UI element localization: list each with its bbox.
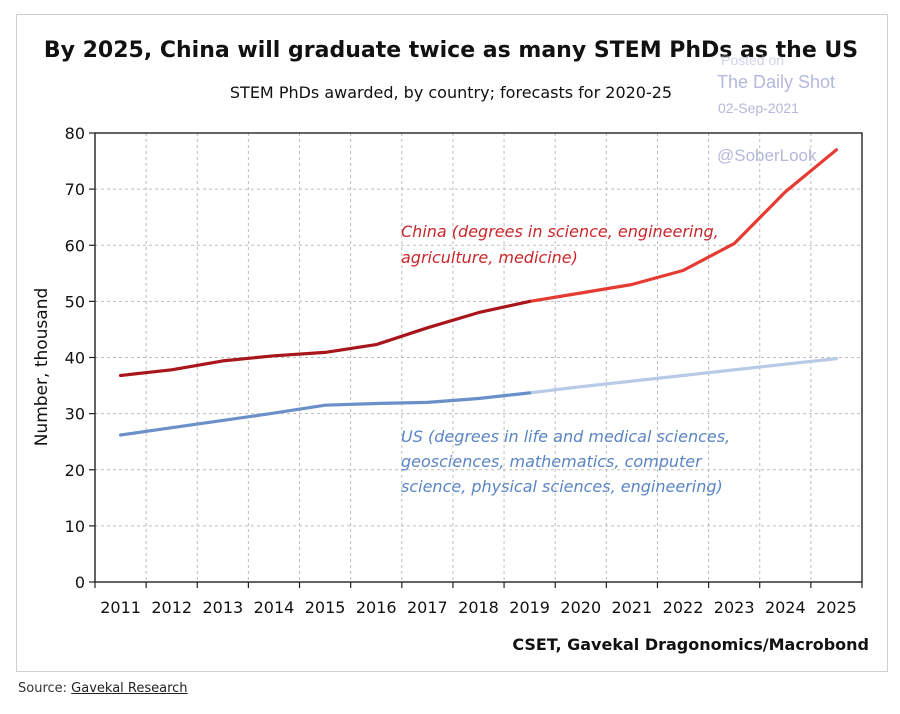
chart-title: By 2025, China will graduate twice as ma… <box>44 38 858 63</box>
y-tick-label-50: 50 <box>65 292 85 311</box>
source-prefix: Source: <box>18 681 72 696</box>
x-tick-label-2011: 2011 <box>100 598 141 617</box>
y-tick-label-0: 0 <box>75 573 85 592</box>
y-tick-label-30: 30 <box>65 405 85 424</box>
watermark-posted-on: Posted on <box>721 52 784 68</box>
x-tick-label-2024: 2024 <box>765 598 806 617</box>
x-tick-label-2018: 2018 <box>458 598 499 617</box>
y-axis-label: Number, thousand <box>32 288 52 447</box>
x-tick-label-2012: 2012 <box>151 598 192 617</box>
watermark-publication: The Daily Shot <box>717 72 835 92</box>
plot-area: 0 10 20 30 40 50 60 70 80 2011 2012 2013 2014 2015 201… <box>65 124 863 617</box>
watermark-handle: @SoberLook <box>717 146 817 165</box>
series-1-actual-line <box>119 391 532 437</box>
watermark-date: 02-Sep-2021 <box>718 100 799 116</box>
x-tick-label-2023: 2023 <box>714 598 755 617</box>
y-tick-label-10: 10 <box>65 517 85 536</box>
china-annotation-line-1: China (degrees in science, engineering, <box>401 222 719 241</box>
china-annotation-line-2: agriculture, medicine) <box>401 248 578 267</box>
y-tick-label-70: 70 <box>65 180 85 199</box>
chart-frame: By 2025, China will graduate twice as ma… <box>16 14 888 672</box>
us-annotation-line-1: US (degrees in life and medical sciences… <box>401 427 730 446</box>
x-tick-label-2021: 2021 <box>612 598 653 617</box>
source-line: Source: Gavekal Research <box>18 681 188 696</box>
x-tick-label-2017: 2017 <box>407 598 448 617</box>
series-0-actual-line <box>119 299 532 378</box>
chart-canvas: By 2025, China will graduate twice as ma… <box>32 38 869 654</box>
y-tick-label-60: 60 <box>65 236 85 255</box>
x-tick-label-2020: 2020 <box>560 598 601 617</box>
x-tick-label-2014: 2014 <box>254 598 295 617</box>
y-tick-label-20: 20 <box>65 461 85 480</box>
x-tick-label-2022: 2022 <box>663 598 704 617</box>
chart-credit: CSET, Gavekal Dragonomics/Macrobond <box>512 635 869 654</box>
y-tick-label-80: 80 <box>65 124 85 143</box>
x-tick-label-2025: 2025 <box>816 598 857 617</box>
chart-subtitle: STEM PhDs awarded, by country; forecasts… <box>230 83 672 102</box>
series-0-forecast-line <box>528 148 838 303</box>
source-link[interactable]: Gavekal Research <box>71 681 188 696</box>
x-tick-label-2013: 2013 <box>202 598 243 617</box>
us-annotation-line-2: geosciences, mathematics, computer <box>401 452 703 471</box>
x-tick-label-2016: 2016 <box>356 598 397 617</box>
y-tick-label-40: 40 <box>65 349 85 368</box>
x-tick-label-2019: 2019 <box>509 598 550 617</box>
series-1-forecast-line <box>528 357 838 395</box>
x-tick-label-2015: 2015 <box>305 598 346 617</box>
us-annotation-line-3: science, physical sciences, engineering) <box>401 477 723 496</box>
